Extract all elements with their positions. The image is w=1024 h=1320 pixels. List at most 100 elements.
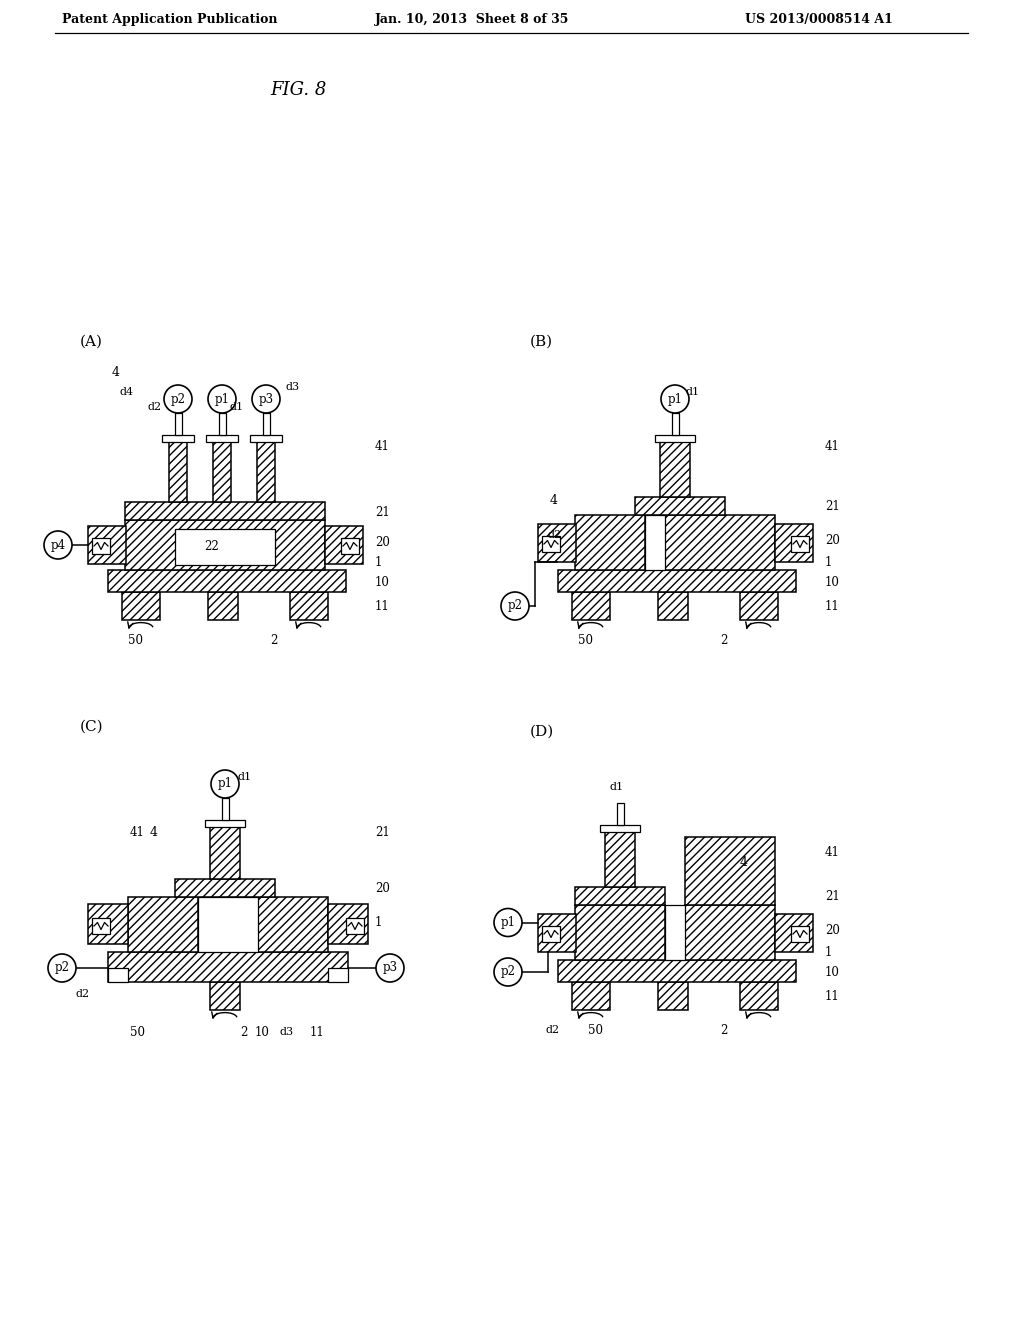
Bar — [341, 539, 359, 554]
Bar — [213, 442, 231, 502]
Bar — [175, 529, 275, 565]
Text: d1: d1 — [230, 403, 244, 412]
Text: (A): (A) — [80, 335, 103, 348]
Bar — [108, 952, 348, 982]
Bar — [175, 413, 182, 436]
Bar — [219, 413, 226, 436]
Text: d2: d2 — [548, 531, 562, 540]
Bar — [600, 825, 640, 832]
Text: (B): (B) — [530, 335, 553, 348]
Bar — [122, 591, 160, 620]
Bar — [258, 898, 328, 952]
Text: 50: 50 — [588, 1023, 603, 1036]
Bar — [740, 982, 778, 1010]
Bar — [257, 442, 275, 502]
Circle shape — [48, 954, 76, 982]
Text: 2: 2 — [240, 1026, 248, 1039]
Circle shape — [662, 385, 689, 413]
Text: 21: 21 — [825, 500, 840, 513]
Text: 50: 50 — [130, 1026, 145, 1039]
Text: d4: d4 — [120, 387, 134, 397]
Bar — [198, 898, 258, 952]
Text: p3: p3 — [258, 392, 273, 405]
Bar — [125, 520, 325, 570]
Text: Jan. 10, 2013  Sheet 8 of 35: Jan. 10, 2013 Sheet 8 of 35 — [375, 13, 569, 26]
Bar — [660, 442, 690, 498]
Bar — [208, 591, 238, 620]
Text: 1: 1 — [375, 556, 382, 569]
Text: 20: 20 — [825, 924, 840, 936]
Text: 41: 41 — [130, 825, 144, 838]
Text: 10: 10 — [825, 965, 840, 978]
Bar — [791, 927, 809, 942]
Text: FIG. 8: FIG. 8 — [270, 81, 327, 99]
Text: 21: 21 — [375, 506, 390, 519]
Circle shape — [501, 591, 529, 620]
Text: 22: 22 — [205, 540, 219, 553]
Text: Patent Application Publication: Patent Application Publication — [62, 13, 278, 26]
Text: 4: 4 — [550, 494, 558, 507]
Text: 41: 41 — [375, 441, 390, 454]
Bar — [92, 539, 110, 554]
Text: p1: p1 — [501, 916, 515, 929]
Bar — [290, 591, 328, 620]
Bar — [210, 828, 240, 879]
Bar — [740, 591, 778, 620]
Bar — [685, 906, 775, 960]
Text: 41: 41 — [825, 441, 840, 454]
Text: d2: d2 — [545, 1026, 559, 1035]
Circle shape — [494, 908, 522, 936]
Circle shape — [164, 385, 193, 413]
Text: 4: 4 — [150, 825, 158, 838]
Bar — [162, 436, 194, 442]
Bar — [538, 524, 575, 562]
Bar — [775, 913, 813, 952]
Text: 20: 20 — [375, 536, 390, 549]
Circle shape — [211, 770, 239, 799]
Bar — [346, 917, 364, 935]
Bar — [575, 906, 665, 960]
Bar — [635, 498, 725, 515]
Text: 20: 20 — [825, 533, 840, 546]
Bar — [222, 799, 229, 820]
Text: US 2013/0008514 A1: US 2013/0008514 A1 — [745, 13, 893, 26]
Bar — [558, 960, 796, 982]
Bar — [558, 570, 796, 591]
Text: (C): (C) — [80, 719, 103, 734]
Bar — [128, 898, 198, 952]
Text: 1: 1 — [825, 556, 833, 569]
Bar — [605, 832, 635, 887]
Text: 4: 4 — [112, 366, 120, 379]
Circle shape — [376, 954, 404, 982]
Text: p3: p3 — [382, 961, 397, 974]
Bar — [575, 515, 645, 570]
Text: 11: 11 — [375, 599, 390, 612]
Bar — [328, 968, 348, 982]
Text: 2: 2 — [720, 634, 727, 647]
Bar — [775, 524, 813, 562]
Bar — [175, 879, 275, 898]
Text: d1: d1 — [238, 772, 252, 781]
Text: 11: 11 — [310, 1026, 325, 1039]
Bar — [645, 515, 665, 570]
Bar — [542, 927, 560, 942]
Bar — [205, 820, 245, 828]
Text: p1: p1 — [214, 392, 229, 405]
Text: d3: d3 — [285, 381, 299, 392]
Bar — [575, 887, 665, 906]
Text: 2: 2 — [720, 1023, 727, 1036]
Bar — [206, 436, 238, 442]
Bar — [655, 436, 695, 442]
Text: d1: d1 — [610, 781, 624, 792]
Text: p2: p2 — [171, 392, 185, 405]
Text: 21: 21 — [825, 891, 840, 903]
Bar — [263, 413, 270, 436]
Text: 11: 11 — [825, 990, 840, 1002]
Text: 4: 4 — [740, 855, 748, 869]
Circle shape — [494, 958, 522, 986]
Text: p4: p4 — [50, 539, 66, 552]
Bar — [88, 525, 126, 564]
Text: 41: 41 — [825, 846, 840, 858]
Bar — [88, 904, 128, 944]
Bar — [325, 525, 362, 564]
